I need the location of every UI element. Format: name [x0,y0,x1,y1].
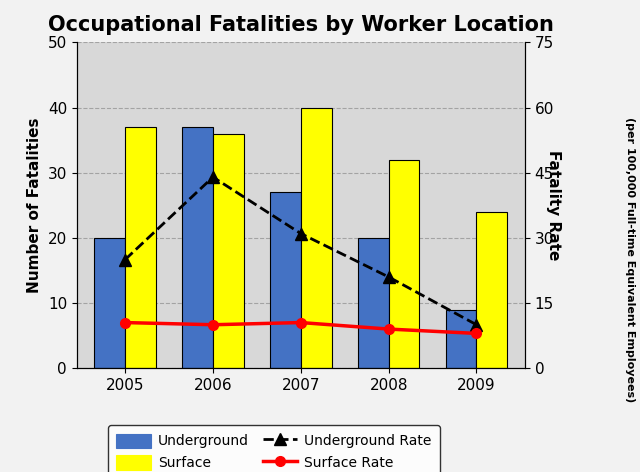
Bar [477,212,508,368]
Legend: Underground, Surface, Underground Rate, Surface Rate: Underground, Surface, Underground Rate, … [108,425,440,472]
Bar [94,238,125,368]
Bar [301,108,332,368]
Y-axis label: Number of Fatalities: Number of Fatalities [27,118,42,293]
Text: (per 100,000 Full-time Equivalent Employees): (per 100,000 Full-time Equivalent Employ… [625,117,636,402]
Bar [445,310,477,368]
Bar [388,160,419,368]
Title: Occupational Fatalities by Worker Location: Occupational Fatalities by Worker Locati… [48,16,554,35]
Bar [270,192,301,368]
Bar [125,127,156,368]
Bar [182,127,213,368]
Bar [213,134,244,368]
Bar [358,238,388,368]
Y-axis label: Fatality Rate: Fatality Rate [546,150,561,261]
